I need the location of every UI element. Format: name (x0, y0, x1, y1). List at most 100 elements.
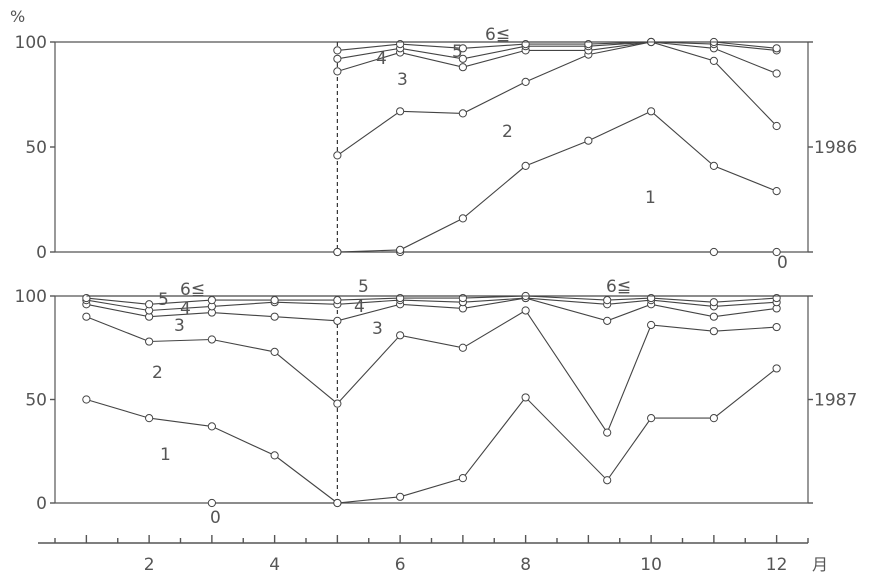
data-point-2 (458, 343, 467, 352)
series-line-3 (337, 41, 777, 75)
data-point-3 (270, 312, 279, 321)
data-point-2 (333, 399, 342, 408)
y-tick-label: 50 (25, 138, 47, 158)
y-tick-label: 0 (36, 494, 47, 514)
data-point-5 (458, 44, 467, 53)
data-point-4 (333, 54, 342, 63)
data-point-2 (458, 109, 467, 118)
data-point-0 (207, 498, 216, 508)
data-point-3 (603, 316, 612, 325)
band-label: 5 (158, 290, 169, 310)
data-point-2 (145, 337, 154, 346)
data-point-0 (709, 247, 718, 257)
x-unit-label: 月 (812, 555, 828, 574)
series-line-3 (86, 297, 777, 322)
y-tick-label: 50 (25, 391, 47, 411)
y-tick-label: 100 (15, 287, 47, 307)
series-line-5 (86, 295, 777, 305)
year-label: 1986 (814, 138, 857, 158)
data-point-1 (521, 393, 530, 402)
data-point-1 (709, 414, 718, 423)
series-line-2 (337, 41, 777, 156)
band-label: 1 (645, 188, 656, 208)
data-point-1 (584, 136, 593, 145)
x-tick-label: 12 (766, 555, 788, 574)
y-unit-label: % (10, 7, 25, 26)
data-point-2 (647, 320, 656, 330)
x-axis: 2 4 6 8 10 12 月 (38, 535, 828, 574)
series-line-1 (86, 367, 777, 504)
series-line-1 (337, 110, 777, 253)
band-label: 4 (180, 299, 191, 319)
band-label: 5 (452, 42, 463, 62)
y-tick-label: 0 (36, 243, 47, 263)
band-label: 5 (358, 277, 369, 297)
data-point-2 (207, 335, 216, 344)
data-point-5 (772, 44, 781, 53)
band-label: 4 (354, 297, 365, 317)
x-tick-label: 4 (269, 555, 280, 574)
band-label: 6≦ (485, 25, 510, 45)
data-point-1 (647, 414, 656, 423)
data-point-3 (772, 69, 781, 78)
data-point-1 (458, 214, 467, 223)
data-point-1 (82, 395, 91, 404)
band-label: 3 (372, 319, 383, 339)
data-point-2 (709, 327, 718, 336)
band-label: 4 (376, 49, 387, 69)
data-point-1 (709, 161, 718, 170)
data-point-2 (772, 322, 781, 332)
data-point-1 (396, 492, 405, 501)
data-point-5 (270, 296, 279, 305)
data-point-0 (772, 247, 781, 257)
data-point-2 (333, 151, 342, 160)
band-label: 2 (152, 363, 163, 383)
data-point-5 (145, 300, 154, 309)
band-label: 0 (777, 253, 788, 273)
band-label: 3 (174, 316, 185, 336)
data-point-2 (396, 331, 405, 340)
data-point-2 (772, 121, 781, 131)
data-point-3 (709, 312, 718, 321)
data-point-2 (82, 312, 91, 321)
data-point-2 (270, 347, 279, 356)
data-point-2 (521, 77, 530, 87)
band-label: 3 (397, 70, 408, 90)
band-label: 0 (210, 508, 221, 528)
data-point-1 (772, 187, 781, 196)
x-tick-label: 10 (640, 555, 662, 574)
panel-1986: 0 50 100 1986 0 1 2 34 5 6≦ (15, 25, 858, 273)
data-point-5 (709, 298, 718, 307)
data-point-3 (333, 316, 342, 325)
data-point-5 (333, 46, 342, 55)
year-label: 1987 (814, 391, 857, 411)
data-point-2 (603, 428, 612, 437)
series-line-4 (337, 41, 777, 60)
data-point-1 (647, 107, 656, 116)
data-point-5 (207, 296, 216, 305)
x-tick-label: 8 (520, 555, 531, 574)
data-point-1 (333, 247, 342, 257)
data-point-2 (396, 107, 405, 116)
series-line-4 (86, 297, 777, 312)
data-point-1 (207, 422, 216, 431)
data-point-4 (458, 54, 467, 63)
data-point-1 (603, 476, 612, 485)
data-point-1 (270, 451, 279, 460)
data-point-1 (333, 498, 342, 508)
data-point-5 (333, 296, 342, 305)
data-point-1 (772, 364, 781, 373)
y-tick-label: 100 (15, 33, 47, 53)
x-tick-label: 2 (144, 555, 155, 574)
data-point-3 (458, 63, 467, 72)
data-point-2 (709, 56, 718, 66)
data-point-2 (521, 306, 530, 315)
data-point-1 (396, 245, 405, 254)
band-label: 1 (160, 445, 171, 465)
data-point-1 (458, 474, 467, 483)
band-label: 6≦ (606, 277, 631, 297)
x-tick-label: 6 (395, 555, 406, 574)
data-point-5 (603, 296, 612, 305)
